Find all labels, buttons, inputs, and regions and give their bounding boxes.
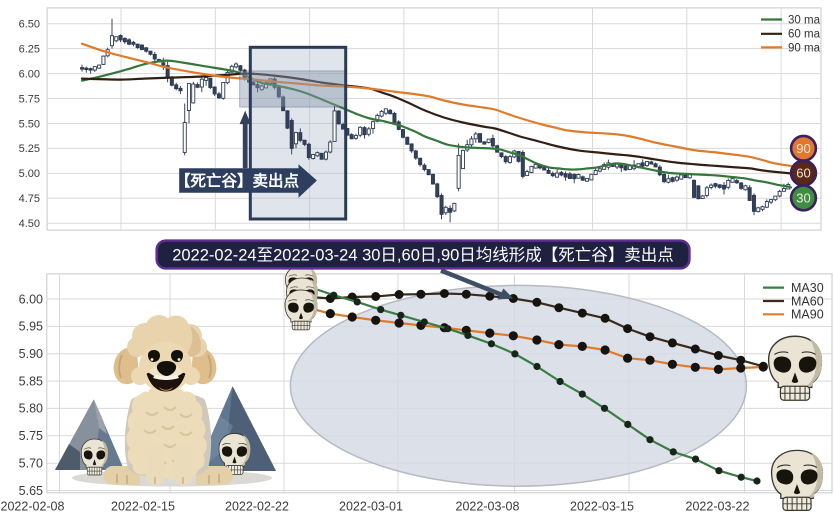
svg-text:5.95: 5.95 (19, 320, 43, 334)
svg-text:MA30: MA30 (791, 281, 824, 295)
svg-text:MA90: MA90 (791, 308, 824, 322)
svg-text:6.25: 6.25 (19, 43, 40, 55)
svg-text:2022-03-22: 2022-03-22 (686, 500, 750, 514)
svg-text:2022-03-08: 2022-03-08 (456, 500, 520, 514)
svg-text:5.70: 5.70 (19, 457, 43, 471)
svg-text:5.25: 5.25 (19, 143, 40, 155)
svg-text:5.85: 5.85 (19, 374, 43, 388)
svg-text:2022-02-15: 2022-02-15 (111, 500, 175, 514)
svg-text:【死亡谷】卖出点: 【死亡谷】卖出点 (175, 171, 300, 190)
svg-text:90 ma: 90 ma (788, 42, 821, 54)
svg-text:2022-02-08: 2022-02-08 (1, 500, 65, 514)
svg-text:30 ma: 30 ma (788, 14, 821, 26)
svg-text:2022-02-24至2022-03-24 30日,60日,: 2022-02-24至2022-03-24 30日,60日,90日均线形成【死亡… (172, 246, 674, 265)
svg-text:5.00: 5.00 (19, 168, 40, 180)
svg-text:6.00: 6.00 (19, 68, 40, 80)
svg-text:90: 90 (796, 141, 810, 156)
svg-text:MA60: MA60 (791, 294, 824, 308)
svg-text:6.00: 6.00 (19, 292, 43, 306)
svg-text:2022-03-01: 2022-03-01 (339, 500, 403, 514)
svg-text:5.80: 5.80 (19, 402, 43, 416)
svg-text:60: 60 (796, 166, 810, 181)
svg-text:30: 30 (796, 190, 810, 205)
svg-text:5.65: 5.65 (19, 484, 43, 498)
svg-text:2022-02-22: 2022-02-22 (225, 500, 289, 514)
svg-text:5.50: 5.50 (19, 118, 40, 130)
svg-text:4.50: 4.50 (19, 218, 40, 230)
svg-text:5.90: 5.90 (19, 347, 43, 361)
svg-text:4.75: 4.75 (19, 193, 40, 205)
svg-text:2022-03-15: 2022-03-15 (570, 500, 634, 514)
svg-text:5.75: 5.75 (19, 429, 43, 443)
svg-text:5.75: 5.75 (19, 93, 40, 105)
svg-text:6.50: 6.50 (19, 19, 40, 31)
svg-text:60 ma: 60 ma (788, 29, 821, 41)
